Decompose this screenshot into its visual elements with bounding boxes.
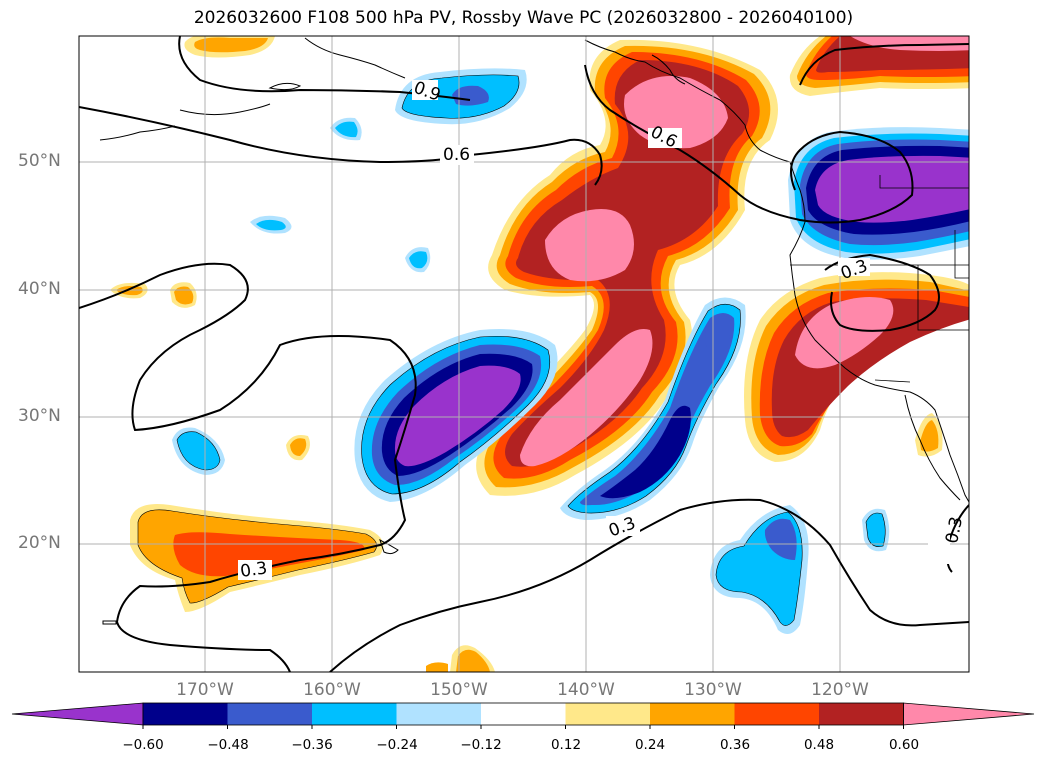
colorbar-swatch bbox=[312, 703, 397, 725]
colorbar-swatch bbox=[819, 703, 904, 725]
lat-label: 40°N bbox=[18, 279, 61, 299]
colorbar-swatch bbox=[734, 703, 820, 725]
colorbar-extend-min bbox=[11, 702, 144, 726]
lon-label: 150°W bbox=[430, 680, 488, 700]
colorbar-swatch bbox=[143, 703, 228, 725]
colorbar-swatch bbox=[650, 703, 735, 725]
colorbar-tick-label: −0.24 bbox=[376, 737, 418, 753]
contour-label: 0.3 bbox=[239, 558, 269, 582]
colorbar-swatch bbox=[227, 703, 313, 725]
lon-label: 120°W bbox=[811, 680, 869, 700]
colorbar-frame bbox=[142, 702, 904, 726]
colorbar-swatch bbox=[565, 703, 651, 725]
lon-label: 130°W bbox=[684, 680, 742, 700]
pv-contour-labels: 0.9 0.6 0.6 0.3 0.3 0.3 0.3 bbox=[238, 78, 967, 582]
lat-label: 30°N bbox=[18, 406, 61, 426]
colorbar-extend-max bbox=[903, 702, 1035, 726]
lat-label: 50°N bbox=[18, 151, 61, 171]
map-plot-area: 0.9 0.6 0.6 0.3 0.3 0.3 0.3 bbox=[79, 36, 969, 672]
coastlines bbox=[99, 37, 969, 625]
colorbar-tick-label: −0.12 bbox=[460, 737, 502, 753]
colorbar-swatch bbox=[396, 703, 482, 725]
map-title: 2026032600 F108 500 hPa PV, Rossby Wave … bbox=[193, 8, 854, 28]
colorbar-swatch bbox=[481, 703, 566, 725]
anomaly-outline-contours bbox=[137, 74, 886, 626]
map-frame bbox=[78, 35, 970, 673]
lon-label: 170°W bbox=[176, 680, 234, 700]
lon-label: 160°W bbox=[303, 680, 361, 700]
contour-label: 0.6 bbox=[443, 145, 470, 165]
colorbar-tick-label: −0.48 bbox=[207, 737, 249, 753]
lon-label: 140°W bbox=[557, 680, 615, 700]
colorbar-tick-label: 0.60 bbox=[888, 737, 920, 753]
colorbar-tick-label: −0.36 bbox=[291, 737, 333, 753]
colorbar-tick-label: −0.60 bbox=[122, 737, 164, 753]
colorbar-tick-label: 0.36 bbox=[719, 737, 751, 753]
lat-label: 20°N bbox=[18, 533, 61, 553]
colorbar bbox=[11, 702, 1035, 729]
colorbar-tick-label: 0.48 bbox=[803, 737, 835, 753]
colorbar-tick-label: 0.12 bbox=[550, 737, 582, 753]
colorbar-tick-label: 0.24 bbox=[634, 737, 666, 753]
